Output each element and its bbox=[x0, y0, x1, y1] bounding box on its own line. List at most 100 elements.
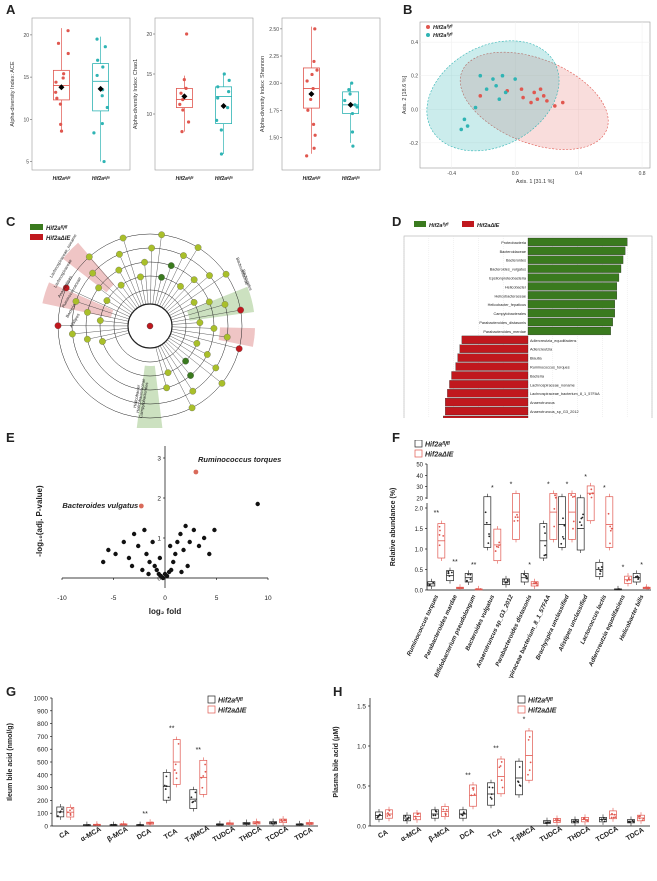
data-point bbox=[612, 816, 615, 819]
tree-node bbox=[164, 369, 172, 376]
data-point bbox=[467, 573, 469, 576]
tree-node bbox=[95, 284, 102, 292]
data-point bbox=[182, 78, 186, 82]
x-category-label: TCDCA bbox=[265, 826, 290, 844]
y-tick-label: 1.5 bbox=[415, 527, 424, 533]
legend-swatch bbox=[414, 449, 423, 458]
data-point bbox=[628, 579, 631, 581]
volcano-point bbox=[167, 543, 173, 549]
data-point bbox=[387, 812, 389, 814]
data-point bbox=[607, 512, 610, 515]
data-point bbox=[529, 761, 532, 764]
data-point bbox=[584, 819, 587, 821]
data-point bbox=[313, 133, 317, 137]
data-point bbox=[597, 567, 600, 569]
data-point bbox=[69, 814, 72, 816]
highlight-green bbox=[187, 286, 255, 321]
box bbox=[215, 86, 233, 125]
data-point bbox=[219, 128, 223, 132]
volcano-point bbox=[144, 551, 149, 557]
y-tick-label: 300 bbox=[37, 785, 48, 792]
x-axis-label: Axis. 1 [31.1 %] bbox=[516, 179, 555, 185]
significance-stars: ** bbox=[196, 747, 202, 754]
x-tick-label: 5 bbox=[215, 595, 219, 602]
branch bbox=[163, 342, 191, 376]
lda-bar bbox=[459, 344, 529, 353]
tree-node bbox=[212, 364, 220, 372]
y-tick-label: 2 bbox=[157, 496, 161, 503]
y-tick-label: 1.0 bbox=[357, 744, 366, 751]
data-point bbox=[388, 814, 391, 817]
data-point bbox=[185, 32, 189, 36]
data-point bbox=[306, 108, 310, 112]
data-point bbox=[447, 572, 450, 575]
data-point bbox=[572, 820, 575, 823]
branch bbox=[66, 287, 131, 318]
volcano-point bbox=[150, 539, 155, 545]
data-point bbox=[576, 820, 579, 823]
point-ko bbox=[462, 117, 467, 122]
x-category-label: T-βMCA bbox=[510, 825, 536, 844]
data-point bbox=[231, 822, 233, 825]
lda-bar-label: Anaerotruncus bbox=[530, 401, 555, 405]
lda-bar bbox=[449, 380, 529, 389]
y-tick-label: 2.50 bbox=[269, 27, 279, 33]
significance-stars: * bbox=[584, 474, 587, 481]
x-tick-label: 0 bbox=[163, 595, 167, 602]
x-category-label: α-MCA bbox=[400, 826, 423, 843]
data-point bbox=[85, 824, 88, 827]
panel-d-lda: Hif2aᶠˡ/ᶠˡHif2aΔIE-6.0-4.8-3.6-2.4-1.201… bbox=[403, 221, 653, 418]
x-category-label: THDCA bbox=[567, 826, 592, 844]
branch bbox=[171, 331, 240, 349]
point-ctrl bbox=[529, 100, 533, 105]
volcano-point bbox=[142, 527, 147, 533]
data-point bbox=[120, 823, 123, 825]
data-point bbox=[527, 738, 530, 741]
data-point bbox=[95, 37, 99, 41]
branch bbox=[152, 234, 162, 305]
tree-node bbox=[205, 298, 213, 306]
legend-swatch bbox=[30, 234, 43, 240]
volcano-point bbox=[154, 567, 159, 573]
volcano-point bbox=[131, 531, 137, 537]
volcano-point bbox=[121, 539, 127, 545]
lda-bar bbox=[527, 237, 628, 247]
volcano-point bbox=[147, 559, 152, 565]
data-point bbox=[305, 79, 309, 83]
data-point bbox=[523, 573, 525, 576]
x-category-label: TCA bbox=[487, 828, 503, 841]
data-point bbox=[518, 784, 521, 787]
data-point bbox=[610, 527, 613, 530]
data-point bbox=[582, 513, 584, 516]
data-point bbox=[297, 823, 299, 826]
lda-bar bbox=[447, 389, 529, 398]
data-point bbox=[100, 121, 104, 126]
data-point bbox=[527, 773, 529, 776]
y-tick-label: 0 bbox=[44, 824, 48, 831]
point-ctrl bbox=[532, 90, 537, 95]
data-point bbox=[102, 159, 106, 164]
data-point bbox=[589, 493, 591, 496]
legend-swatch bbox=[517, 695, 526, 704]
subplot-frame bbox=[154, 17, 254, 171]
branch bbox=[161, 344, 193, 392]
legend-label: Hif2aᶠˡ/ᶠˡ bbox=[433, 32, 453, 39]
x-category-label: TDCA bbox=[294, 827, 314, 843]
data-point bbox=[563, 524, 566, 527]
y-tick-label: 10 bbox=[146, 112, 152, 118]
panel-b-pcoa: -0.4 0.0 0.4 0.8 0.4 0.2 0.0 -0.2 Hif2aᶠˡ/ᶠˡHif2… bbox=[402, 21, 651, 185]
data-point bbox=[448, 575, 451, 577]
point-ctrl bbox=[553, 104, 557, 108]
panel-letter-d: D bbox=[392, 214, 402, 229]
data-point bbox=[503, 578, 506, 581]
lda-bar bbox=[527, 326, 611, 336]
y-axis-label: Alpha-diversity Index: ACE bbox=[10, 61, 16, 126]
data-point bbox=[351, 144, 355, 148]
tree-node bbox=[190, 276, 198, 284]
lda-bar bbox=[527, 246, 626, 255]
volcano-point bbox=[146, 571, 151, 577]
data-point bbox=[175, 777, 178, 780]
tree-node bbox=[206, 272, 213, 279]
branch bbox=[171, 304, 226, 321]
data-point bbox=[313, 27, 317, 31]
